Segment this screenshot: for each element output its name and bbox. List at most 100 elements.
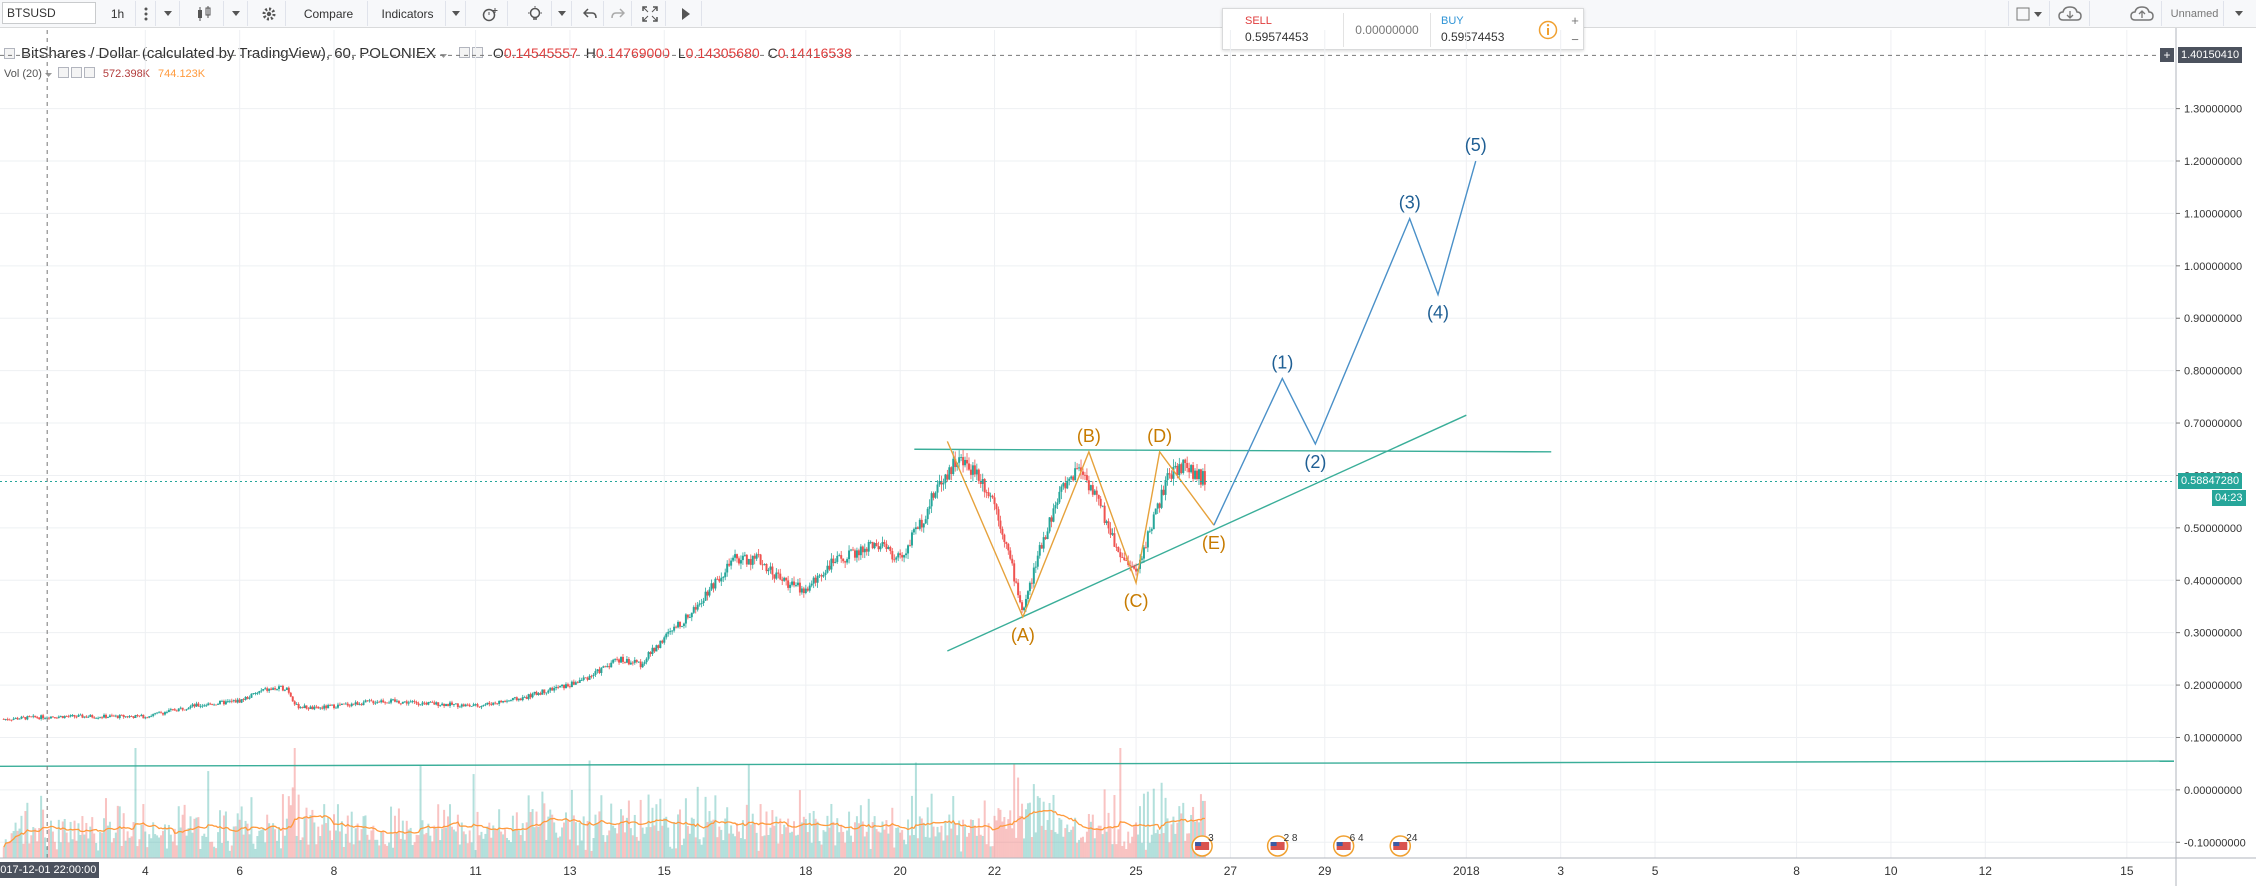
fullscreen-icon[interactable] [634, 1, 666, 26]
volume-bar [1005, 828, 1008, 858]
candle-body [55, 717, 58, 719]
volume-bar [401, 820, 404, 858]
replay-play-icon[interactable] [670, 1, 702, 26]
candle-body [478, 706, 481, 708]
undo-icon[interactable] [576, 1, 604, 26]
volume-bar [283, 835, 286, 858]
candle-body [757, 554, 760, 556]
panel-expand-icon[interactable]: + [1571, 12, 1579, 28]
candles [2, 449, 1206, 722]
volume-bar [653, 825, 656, 858]
candle-body [667, 631, 670, 634]
volume-bar [712, 819, 715, 858]
alert-icon[interactable] [472, 1, 508, 26]
settings-gear-icon[interactable] [252, 1, 286, 26]
chart-style-dropdown-icon[interactable] [224, 1, 248, 26]
info-icon[interactable] [1533, 13, 1563, 47]
candle-body [1152, 514, 1155, 530]
volume-bar [474, 850, 477, 858]
volume-bar [1192, 806, 1195, 858]
candle-body [230, 700, 233, 702]
volume-hide-icon[interactable] [70, 67, 82, 78]
candle-body [1135, 568, 1138, 572]
volume-settings-icon[interactable] [57, 67, 69, 78]
interval-dropdown-icon[interactable] [156, 1, 180, 26]
volume-bar [942, 840, 945, 858]
chart-style-candles-icon[interactable] [184, 1, 224, 26]
indicators-button[interactable]: Indicators [370, 1, 446, 26]
load-cloud-icon[interactable] [2050, 1, 2090, 26]
candle-body [1023, 607, 1026, 611]
more-intervals-icon[interactable] [136, 1, 156, 26]
volume-bar [132, 821, 135, 858]
add-price-level-icon[interactable]: + [2160, 48, 2174, 63]
interval-button[interactable]: 1h [100, 1, 136, 26]
candle-body [1194, 470, 1197, 479]
candle-body [793, 581, 796, 586]
redo-icon[interactable] [604, 1, 632, 26]
candle-body [177, 708, 180, 712]
candle-body [600, 667, 603, 673]
volume-bars [2, 748, 1206, 858]
candle-body [262, 689, 265, 691]
candle-body [1101, 505, 1104, 507]
buy-button[interactable]: BUY 0.59574453 [1433, 13, 1543, 47]
candle-body [899, 553, 902, 556]
candle-body [690, 612, 693, 618]
volume-bar [476, 811, 479, 858]
layout-dropdown-icon[interactable] [2224, 1, 2254, 26]
legend-hide-icon[interactable] [471, 45, 485, 62]
candle-body [1164, 479, 1167, 495]
candle-body [657, 645, 660, 648]
candle-body [423, 702, 426, 704]
event-flag-icon[interactable]: 3 [1191, 833, 1214, 857]
symbol-input[interactable] [2, 2, 96, 24]
price-chart[interactable]: (A) (B) (C) (D) (E) (1) (2) (3) (4) (5) 3 2 8 6 4 2… [0, 28, 2256, 886]
event-flag-icon[interactable]: 6 4 [1332, 833, 1364, 857]
candle-body [342, 703, 345, 705]
save-cloud-icon[interactable] [2122, 1, 2162, 26]
candle-body [73, 714, 76, 717]
volume-bar [472, 774, 475, 858]
volume-bar [69, 821, 72, 858]
volume-bar [954, 823, 957, 858]
layout-name-button[interactable]: Unnamed [2166, 1, 2224, 26]
volume-bar [71, 839, 74, 858]
volume-bar [623, 832, 626, 858]
buy-price: 0.59574453 [1441, 30, 1505, 44]
volume-bar [44, 837, 47, 858]
volume-dropdown-icon[interactable] [44, 68, 52, 80]
candle-body [1160, 489, 1163, 508]
candle-body [671, 630, 674, 632]
candle-body [566, 684, 569, 687]
volume-bar [36, 841, 39, 858]
volume-bar [936, 826, 939, 858]
event-flag-icon[interactable]: 2 8 [1266, 833, 1298, 857]
legend-settings-icon[interactable] [458, 45, 472, 62]
ideas-lightbulb-icon[interactable] [518, 1, 552, 26]
legend-collapse-icon[interactable] [4, 47, 15, 59]
candle-body [411, 701, 414, 703]
indicators-dropdown-icon[interactable] [446, 1, 466, 26]
candle-body [964, 459, 967, 466]
panel-collapse-icon[interactable]: − [1571, 31, 1579, 47]
event-flag-icon[interactable]: 24 [1389, 833, 1418, 857]
volume-bar [635, 836, 638, 858]
volume-bar [1140, 842, 1143, 858]
volume-close-icon[interactable] [83, 67, 95, 78]
legend-title[interactable]: BitShares / Dollar (calculated by Tradin… [21, 44, 436, 62]
candle-body [661, 640, 664, 643]
candle-body [270, 688, 273, 690]
volume-bar [28, 843, 31, 858]
volume-label[interactable]: Vol (20) [4, 68, 42, 80]
ideas-dropdown-icon[interactable] [552, 1, 572, 26]
sell-button[interactable]: SELL 0.59574453 [1233, 13, 1343, 47]
volume-bar [59, 842, 62, 858]
volume-bar [1135, 822, 1138, 858]
candle-body [1068, 478, 1071, 481]
compare-button[interactable]: Compare [290, 1, 368, 26]
volume-bar [1032, 784, 1035, 858]
candle-body [887, 547, 890, 549]
layout-select-button[interactable] [2008, 1, 2050, 26]
volume-bar [236, 813, 239, 858]
